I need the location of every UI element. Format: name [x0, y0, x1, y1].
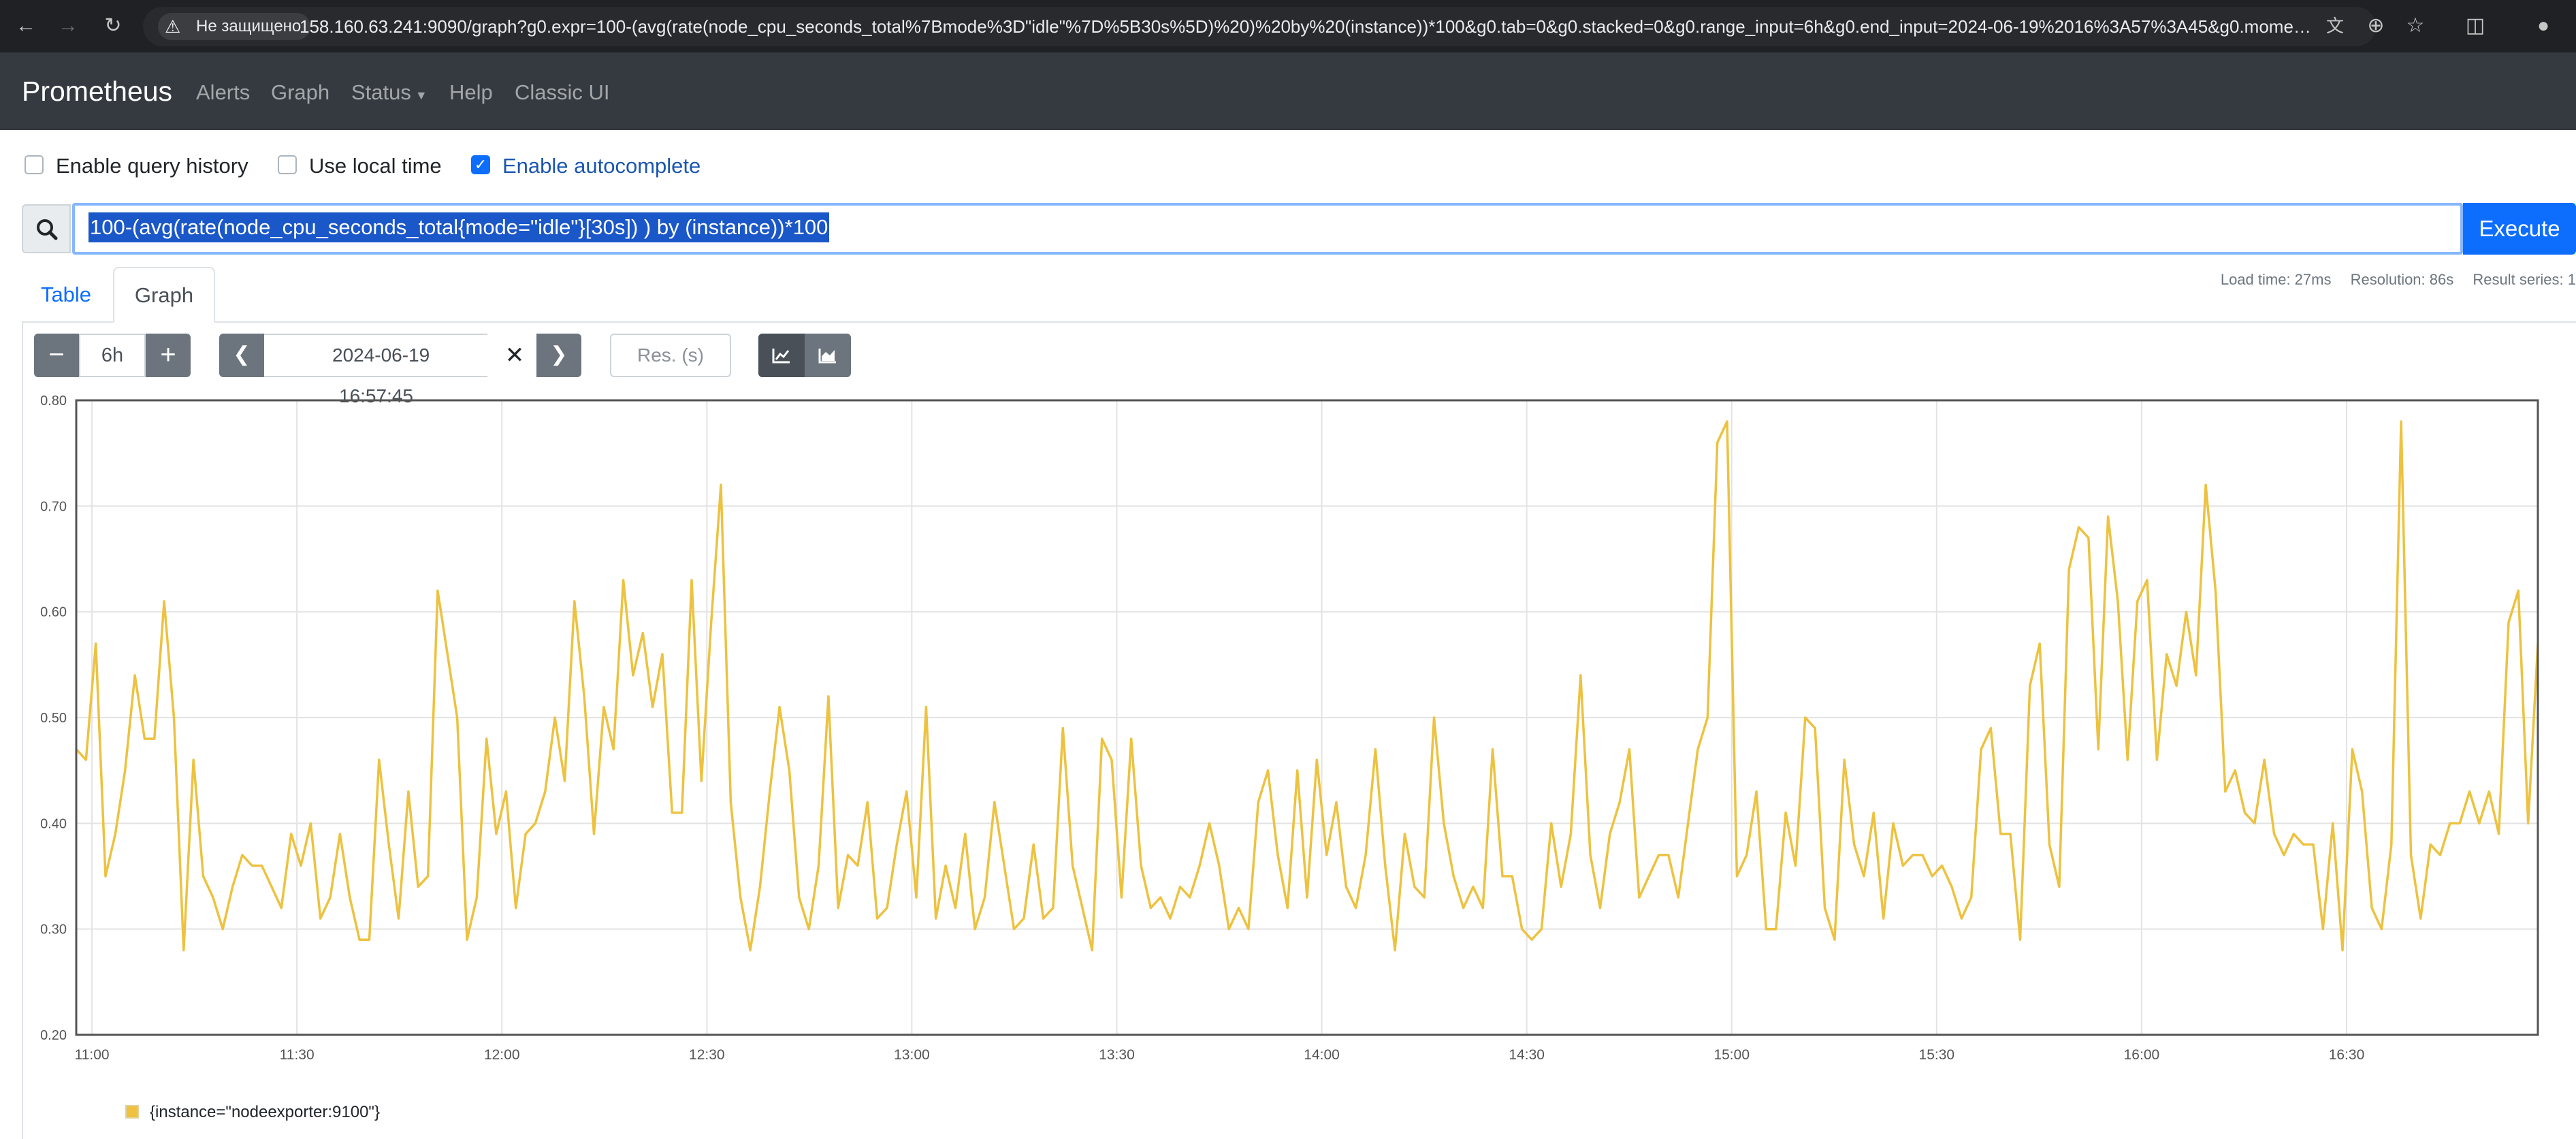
x-tick-label: 16:30 — [2329, 1047, 2365, 1063]
x-tick-label: 13:30 — [1099, 1047, 1135, 1063]
range-input[interactable]: 6h — [79, 334, 146, 377]
zoom-icon[interactable]: ⊕ — [2367, 14, 2385, 37]
x-tick-label: 15:30 — [1919, 1047, 1955, 1063]
x-tick-label: 12:00 — [484, 1047, 520, 1063]
y-tick-label: 0.30 — [40, 923, 67, 937]
not-secure-chip[interactable]: Не защищено — [158, 13, 311, 40]
x-tick-label: 16:00 — [2124, 1047, 2160, 1063]
x-tick-label: 15:00 — [1713, 1047, 1750, 1063]
chevron-left-icon: ❮ — [233, 343, 251, 366]
caret-down-icon: ▼ — [415, 89, 428, 102]
end-time-value: 2024-06-19 16:57:45 — [332, 344, 430, 406]
y-tick-label: 0.40 — [40, 816, 67, 831]
y-tick-label: 0.20 — [40, 1028, 67, 1043]
bookmark-star-icon[interactable]: ☆ — [2406, 14, 2425, 37]
load-time: Load time: 27ms — [2220, 271, 2332, 288]
legend-swatch[interactable] — [125, 1105, 139, 1119]
result-series: Result series: 1 — [2473, 271, 2576, 288]
local-time-label[interactable]: Use local time — [309, 154, 442, 178]
tab-graph[interactable]: Graph — [113, 267, 215, 323]
brand-logo[interactable]: Prometheus — [22, 76, 173, 107]
search-icon — [37, 219, 58, 240]
x-tick-label: 13:00 — [894, 1047, 930, 1063]
expression-text[interactable]: 100-(avg(rate(node_cpu_seconds_total{mod… — [88, 212, 830, 242]
reload-icon[interactable]: ↻ — [104, 14, 122, 37]
warning-triangle-icon: ⚠ — [165, 16, 181, 37]
x-tick-label: 14:00 — [1304, 1047, 1340, 1063]
x-tick-label: 11:30 — [280, 1047, 315, 1063]
nav-alerts[interactable]: Alerts — [196, 80, 251, 104]
line-chart-icon — [772, 349, 790, 364]
query-history-label[interactable]: Enable query history — [56, 154, 248, 178]
line-chart-button[interactable] — [758, 334, 805, 377]
chevron-right-icon: ❯ — [550, 343, 568, 366]
extensions-icon[interactable]: ◫ — [2465, 14, 2485, 37]
search-addon — [22, 204, 71, 253]
series-line — [75, 420, 2539, 952]
legend-series-label[interactable]: {instance="nodeexporter:9100"} — [150, 1103, 380, 1121]
resolution-input[interactable]: Res. (s) — [610, 334, 731, 377]
nav-help[interactable]: Help — [449, 80, 493, 104]
stacked-chart-button[interactable] — [805, 334, 851, 377]
graph-panel — [22, 323, 2576, 1139]
x-tick-label: 14:30 — [1509, 1047, 1545, 1063]
nav-classic-ui[interactable]: Classic UI — [515, 80, 610, 104]
translate-icon[interactable]: 文 — [2325, 16, 2344, 36]
profile-icon[interactable]: ● — [2537, 14, 2550, 37]
increase-range-button[interactable]: + — [146, 334, 191, 377]
resolution: Resolution: 86s — [2350, 271, 2454, 288]
url-text[interactable]: 158.160.63.241:9090/graph?g0.expr=100-(a… — [300, 16, 2315, 37]
area-chart-icon — [818, 349, 836, 364]
previous-time-button[interactable]: ❮ — [219, 334, 264, 377]
y-tick-label: 0.80 — [40, 394, 67, 408]
time-series-chart[interactable]: 0.20 0.30 0.40 0.50 0.60 0.70 0.80 11:00 11:30 12… — [0, 381, 2576, 1096]
end-time-input[interactable]: 2024-06-19 16:57:45 — [264, 334, 487, 406]
decrease-range-button[interactable]: − — [34, 334, 79, 377]
tab-divider — [22, 321, 2576, 323]
y-tick-label: 0.70 — [40, 499, 67, 514]
clear-time-icon[interactable]: ✕ — [504, 342, 525, 368]
plot-frame — [75, 399, 2539, 1036]
nav-graph[interactable]: Graph — [271, 80, 330, 104]
x-tick-label: 11:00 — [75, 1047, 110, 1063]
address-bar[interactable] — [143, 7, 2376, 46]
minus-icon: − — [48, 340, 65, 370]
forward-arrow-icon[interactable]: → — [58, 14, 78, 37]
y-tick-label: 0.60 — [40, 605, 67, 620]
nav-status-label: Status — [351, 80, 411, 104]
plus-icon: + — [160, 340, 176, 370]
query-stats: Load time: 27ms Resolution: 86s Result s… — [2206, 270, 2576, 290]
back-arrow-icon[interactable]: ← — [16, 14, 36, 37]
local-time-checkbox[interactable] — [278, 155, 297, 174]
navbar — [0, 52, 2576, 130]
y-tick-label: 0.50 — [40, 711, 67, 726]
tab-table[interactable]: Table — [40, 283, 92, 306]
checkmark-icon: ✓ — [474, 156, 487, 173]
next-time-button[interactable]: ❯ — [536, 334, 581, 377]
autocomplete-checkbox[interactable]: ✓ — [471, 155, 490, 174]
x-tick-label: 12:30 — [689, 1047, 725, 1063]
nav-status[interactable]: Status ▼ — [351, 72, 428, 116]
query-history-checkbox[interactable] — [25, 155, 44, 174]
autocomplete-label[interactable]: Enable autocomplete — [502, 154, 701, 178]
execute-button[interactable]: Execute — [2463, 203, 2576, 255]
